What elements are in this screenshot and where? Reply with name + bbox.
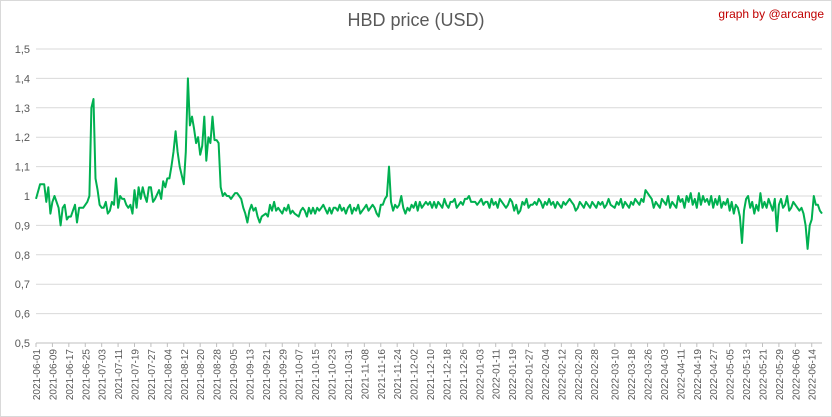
y-tick-label: 0,9	[15, 220, 30, 232]
x-tick-label: 2021-07-03	[98, 349, 109, 401]
x-tick-label: 2021-12-02	[410, 349, 421, 401]
x-tick-label: 2021-08-12	[180, 349, 191, 401]
x-tick-label: 2021-07-11	[114, 349, 125, 400]
series-group	[35, 77, 823, 250]
y-tick-label: 1,3	[15, 103, 30, 115]
x-tick-label: 2021-07-19	[131, 349, 142, 401]
x-tick-label: 2022-05-21	[758, 349, 769, 401]
x-tick-label: 2022-02-04	[541, 349, 552, 401]
y-tick-label: 1,5	[15, 44, 30, 56]
x-tick-label: 2021-11-16	[377, 349, 388, 400]
x-tick-label: 2021-06-09	[48, 349, 59, 401]
x-tick-label: 2022-05-29	[775, 349, 786, 401]
x-tick-label: 2022-04-27	[709, 349, 720, 401]
chart-title: HBD price (USD)	[347, 10, 485, 30]
x-tick-label: 2021-09-29	[278, 349, 289, 401]
y-tick-label: 0,6	[15, 309, 30, 321]
y-tick-label: 0,8	[15, 250, 30, 262]
x-tick-label: 2022-03-18	[627, 349, 638, 401]
x-tick-label: 2022-05-05	[726, 349, 737, 401]
x-tick-label: 2022-01-19	[508, 349, 519, 401]
x-tick-label: 2022-02-28	[590, 349, 601, 401]
x-tick-label: 2022-01-27	[525, 349, 536, 401]
x-tick-label: 2022-06-14	[808, 349, 819, 401]
x-tick-label: 2021-09-21	[262, 349, 273, 401]
y-tick-label: 1,1	[15, 162, 30, 174]
x-tick-label: 2021-12-18	[442, 349, 453, 401]
x-tick-label: 2021-06-25	[81, 349, 92, 401]
x-tick-label: 2021-06-01	[32, 349, 43, 401]
y-tick-label: 0,7	[15, 279, 30, 291]
series-line	[35, 77, 823, 250]
x-tick-label: 2021-11-08	[360, 349, 371, 400]
x-tick-label: 2022-04-19	[693, 349, 704, 401]
y-tick-label: 1	[24, 191, 30, 203]
x-tick-label: 2022-03-10	[611, 349, 622, 401]
y-tick-label: 1,4	[15, 73, 30, 85]
gridlines	[36, 48, 822, 344]
x-tick-label: 2021-10-07	[295, 349, 306, 401]
x-tick-label: 2022-04-03	[660, 349, 671, 401]
x-tick-label: 2021-08-28	[213, 349, 224, 401]
x-tick-label: 2022-03-26	[644, 349, 655, 401]
x-tick-label: 2021-10-31	[344, 349, 355, 401]
chart-credit: graph by @arcange	[718, 7, 824, 21]
x-tick-label: 2021-10-15	[311, 349, 322, 401]
x-tick-label: 2022-06-06	[791, 349, 802, 401]
x-tick-label: 2021-10-23	[328, 349, 339, 401]
x-tick-label: 2022-02-20	[574, 349, 585, 401]
x-tick-label: 2021-11-24	[393, 349, 404, 400]
x-tick-label: 2021-07-27	[147, 349, 158, 401]
x-tick-label: 2021-12-10	[426, 349, 437, 401]
x-tick-label: 2022-05-13	[742, 349, 753, 401]
x-tick-label: 2021-09-05	[229, 349, 240, 401]
x-tick-label: 2022-01-11	[492, 349, 503, 400]
x-tick-label: 2021-09-13	[245, 349, 256, 401]
x-tick-label: 2022-04-11	[676, 349, 687, 400]
x-tick-label: 2022-01-03	[475, 349, 486, 401]
y-axis-ticks: 0,5 0,6 0,7 0,8 0,9 1 1,1 1,2 1,3 1,4 1,5	[15, 44, 30, 350]
y-tick-label: 1,2	[15, 132, 30, 144]
x-tick-label: 2021-12-26	[459, 349, 470, 401]
x-tick-label: 2021-08-20	[196, 349, 207, 401]
x-axis-ticks: 2021-06-01 2021-06-09 2021-06-17 2021-06-25…	[32, 343, 819, 400]
x-tick-label: 2021-06-17	[65, 349, 76, 401]
y-tick-label: 0,5	[15, 338, 30, 350]
x-tick-label: 2021-08-04	[163, 349, 174, 401]
x-tick-label: 2022-02-12	[557, 349, 568, 401]
